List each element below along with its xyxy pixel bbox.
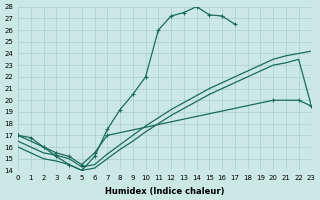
X-axis label: Humidex (Indice chaleur): Humidex (Indice chaleur)	[105, 187, 224, 196]
